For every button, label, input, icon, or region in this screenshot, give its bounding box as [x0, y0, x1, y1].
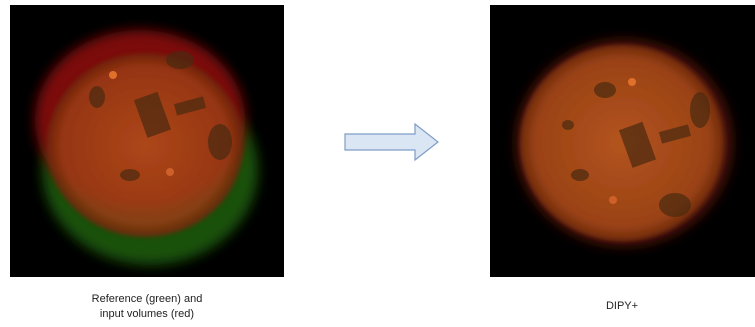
output-image [490, 5, 755, 277]
figure: Reference (green) and input volumes (red… [0, 0, 755, 327]
caption-line: DIPY+ [606, 300, 638, 312]
input-image [10, 5, 284, 277]
caption-line: input volumes (red) [100, 308, 194, 320]
arrow [345, 124, 438, 160]
caption-line: Reference (green) and [92, 293, 203, 305]
